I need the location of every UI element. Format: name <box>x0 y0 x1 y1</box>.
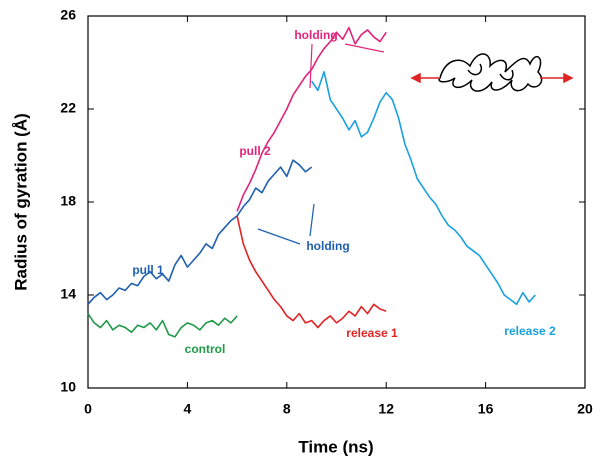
x-tick-label: 12 <box>378 401 394 417</box>
annotation: holding <box>306 239 349 253</box>
x-axis-label: Time (ns) <box>298 437 373 456</box>
callout-line <box>344 43 385 53</box>
series-line <box>87 159 313 305</box>
series-label: pull 2 <box>239 144 271 158</box>
callout-line <box>257 228 301 245</box>
series-label: release 1 <box>346 326 398 340</box>
callout-line <box>309 43 313 89</box>
series-line <box>87 313 238 338</box>
polymer-icon <box>410 53 574 92</box>
x-tick-label: 8 <box>283 401 291 417</box>
y-axis-label: Radius of gyration (Å) <box>11 113 30 291</box>
annotation: holding <box>294 28 337 42</box>
series-line <box>236 26 387 212</box>
series-label: release 2 <box>504 324 556 338</box>
y-tick-label: 14 <box>60 286 76 302</box>
x-tick-label: 16 <box>478 401 494 417</box>
x-tick-label: 0 <box>84 401 92 417</box>
callout-line <box>309 203 315 237</box>
series-line <box>236 215 387 329</box>
y-tick-label: 26 <box>60 7 76 23</box>
series-line <box>310 71 536 306</box>
series-label: control <box>185 342 226 356</box>
y-tick-label: 18 <box>60 193 76 209</box>
y-tick-label: 10 <box>60 379 76 395</box>
x-tick-label: 20 <box>577 401 593 417</box>
series-label: pull 1 <box>132 263 164 277</box>
x-tick-label: 4 <box>184 401 192 417</box>
y-tick-label: 22 <box>60 100 76 116</box>
